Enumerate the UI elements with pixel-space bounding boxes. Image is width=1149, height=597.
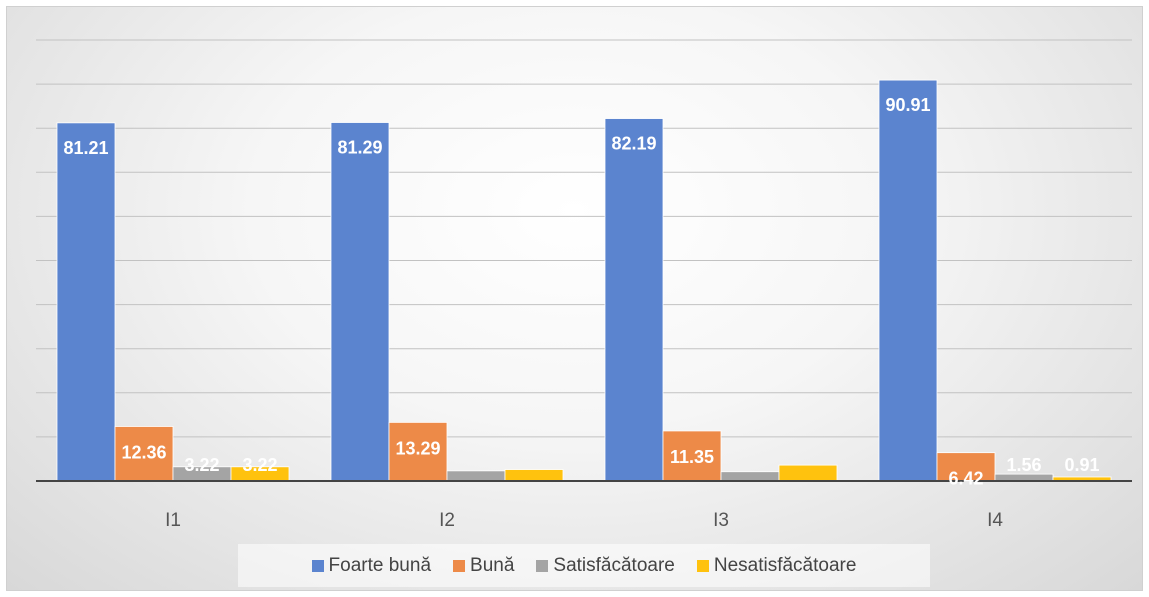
legend-label: Bună [470, 554, 515, 576]
bar [56, 122, 116, 482]
x-tick-label: I3 [713, 510, 729, 531]
bar [720, 471, 780, 482]
legend-swatch [696, 559, 709, 572]
bar [994, 473, 1054, 482]
data-label: 12.36 [121, 442, 166, 462]
data-label: 82.19 [611, 134, 656, 154]
legend-swatch [453, 559, 466, 572]
data-label: 81.29 [337, 138, 382, 158]
bar [504, 469, 564, 482]
legend-item-nesatisfacatoare: Nesatisfăcătoare [696, 554, 857, 577]
bar [330, 122, 390, 482]
data-label: 3.22 [242, 455, 277, 475]
legend-item-foarte-buna: Foarte bună [311, 554, 432, 577]
bar [114, 426, 174, 482]
data-label: 13.29 [395, 438, 440, 458]
bar [878, 79, 938, 482]
chart-frame [6, 6, 1143, 591]
data-label: 90.91 [885, 95, 930, 115]
x-tick-label: I1 [165, 510, 181, 531]
data-label: 1.56 [1006, 455, 1041, 475]
data-label: 81.21 [63, 138, 108, 158]
x-tick-label: I4 [987, 510, 1003, 531]
bar [604, 118, 664, 482]
data-label: 11.35 [670, 447, 714, 467]
legend-swatch [536, 559, 549, 572]
legend-item-buna: Bună [453, 555, 514, 577]
bar [446, 470, 506, 482]
legend-label: Satisfăcătoare [553, 554, 675, 576]
x-tick-label: I2 [439, 510, 455, 531]
bar [778, 464, 838, 482]
legend-swatch [311, 559, 324, 572]
data-label: 3.22 [184, 455, 219, 475]
bar [662, 430, 722, 482]
legend-label: Foarte bună [328, 554, 432, 576]
data-label: 6.42 [948, 469, 983, 489]
data-label: 0.91 [1064, 455, 1099, 475]
legend-label: Nesatisfăcătoare [713, 554, 857, 576]
chart-legend: Foarte bună Bună Satisfăcătoare Nesatisf… [238, 544, 930, 587]
legend-item-satisfacatoare: Satisfăcătoare [536, 554, 675, 577]
bar [936, 452, 996, 482]
